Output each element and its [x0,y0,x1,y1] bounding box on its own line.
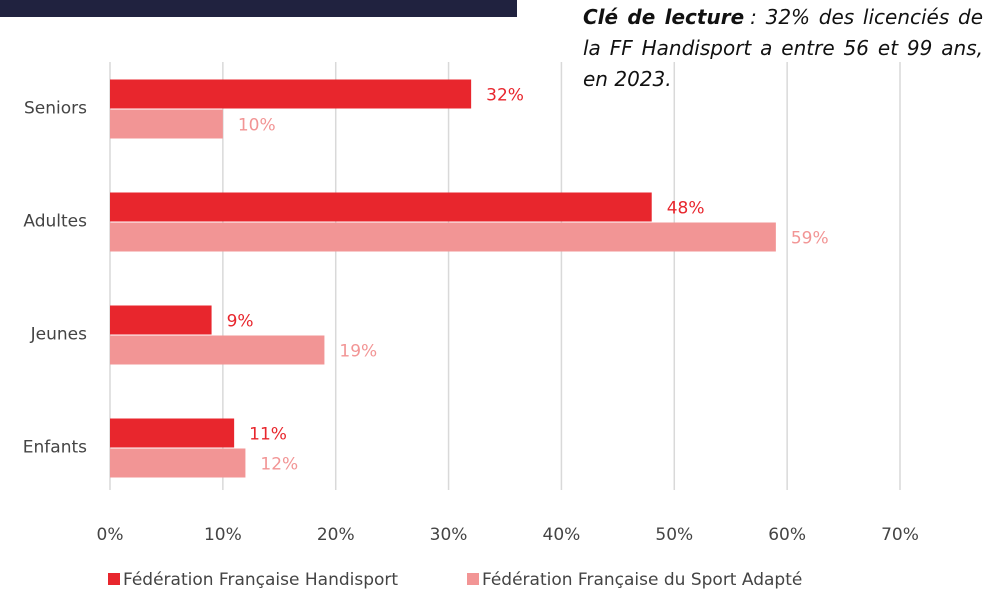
annotation: Clé de lecture: 32% des licenciés de la … [583,2,983,95]
legend-swatch [467,573,479,585]
value-label: 48% [667,199,705,219]
bar [110,418,235,448]
value-label: 10% [238,116,276,136]
x-tick-label: 40% [543,525,581,545]
value-label: 59% [791,229,829,249]
y-tick-label: Adultes [23,212,87,232]
x-tick-label: 10% [204,525,242,545]
x-tick-label: 20% [317,525,355,545]
bar [110,192,652,222]
x-tick-label: 0% [97,525,124,545]
bar [110,448,246,478]
value-label: 32% [486,86,524,106]
legend-label: Fédération Française du Sport Adapté [482,570,802,590]
value-label: 19% [339,342,377,362]
y-tick-label: Jeunes [30,325,87,345]
value-label: 12% [260,455,298,475]
x-tick-label: 60% [768,525,806,545]
annotation-text: : 32% des licenciés de la FF Handisport … [583,5,983,91]
bar [110,222,776,252]
bar [110,79,472,109]
bar [110,335,325,365]
x-tick-label: 70% [881,525,919,545]
y-tick-label: Enfants [23,438,87,458]
value-label: 9% [227,312,254,332]
x-tick-label: 50% [655,525,693,545]
value-label: 11% [249,425,287,445]
x-tick-label: 30% [430,525,468,545]
legend-label: Fédération Française Handisport [123,570,398,590]
header-band [0,0,517,17]
annotation-bold: Clé de lecture [583,5,745,29]
bar [110,109,223,139]
legend-swatch [108,573,120,585]
bar [110,305,212,335]
y-tick-label: Seniors [24,99,87,119]
